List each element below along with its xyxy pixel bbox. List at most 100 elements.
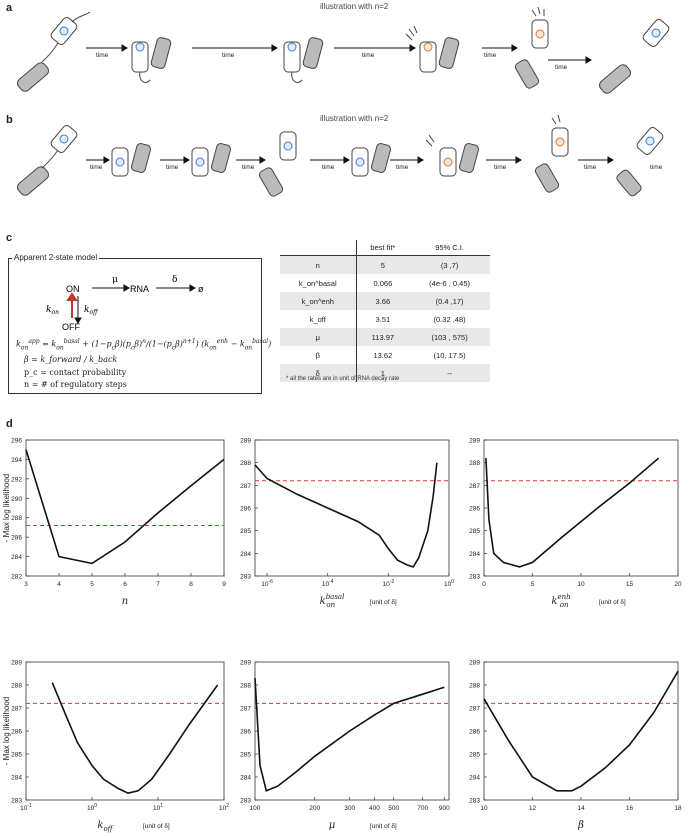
x-tick-label: 9 [222, 581, 226, 588]
y-tick-label: 283 [11, 798, 22, 805]
y-tick-label: 287 [469, 483, 480, 490]
x-axis-label: kenh on [551, 593, 570, 609]
y-tick-label: 283 [240, 798, 251, 805]
y-tick-label: 287 [240, 483, 251, 490]
pc-definition: p_c = contact probability [24, 368, 127, 377]
y-tick-label: 287 [469, 706, 480, 713]
x-tick-label: 3 [24, 581, 28, 588]
y-tick-label: 296 [11, 438, 22, 445]
y-tick-label: 284 [469, 551, 480, 558]
panel-letter-a: a [6, 2, 13, 14]
x-tick-label: 10-6 [261, 579, 273, 588]
y-tick-label: 289 [469, 660, 480, 667]
y-tick-label: 288 [240, 460, 251, 467]
table-row: n 5 (3 ,7) [280, 255, 490, 274]
state-on: ON [66, 284, 80, 294]
y-tick-label: 287 [240, 706, 251, 713]
time-label: time [96, 52, 109, 59]
time-label: time [484, 52, 497, 59]
state-off: OFF [62, 322, 80, 332]
plot-frame [483, 439, 679, 577]
panel-b-arrows [86, 156, 614, 164]
x-axis-unit: [unit of δ] [370, 823, 397, 830]
y-tick-label: 286 [469, 729, 480, 736]
time-label: time [650, 164, 663, 171]
table-row: β 13.62 (10, 17.5) [280, 346, 490, 364]
likelihood-curve [51, 682, 219, 794]
model-scheme: ON OFF RNA ø μ δ kon koff [46, 275, 204, 332]
x-tick-label: 10-2 [383, 579, 395, 588]
y-tick-label: 288 [469, 460, 480, 467]
y-tick-label: 284 [240, 551, 251, 558]
panel-b-title: illustration with n=2 [320, 114, 389, 123]
table-row: μ 113.97 (103 , 575) [280, 328, 490, 346]
x-tick-label: 0 [482, 581, 486, 588]
y-tick-label: 289 [240, 438, 251, 445]
x-tick-label: 101 [153, 803, 163, 812]
y-tick-label: 285 [469, 752, 480, 759]
y-tick-label: 284 [11, 554, 22, 561]
plot-frame [483, 661, 679, 801]
x-tick-label: 18 [674, 805, 682, 812]
y-tick-label: 290 [11, 496, 22, 503]
x-tick-label: 500 [388, 805, 399, 812]
plot-frame [25, 439, 225, 577]
y-tick-label: 285 [469, 528, 480, 535]
fit-table: best fit* 95% C.I. n 5 (3 ,7) k_on^basal 0.… [280, 240, 490, 382]
y-tick-label: 288 [469, 683, 480, 690]
state-empty: ø [198, 284, 204, 294]
panel-letter-d: d [6, 418, 13, 430]
x-tick-label: 14 [577, 805, 585, 812]
time-label: time [90, 164, 103, 171]
x-axis-unit: [unit of δ] [370, 599, 397, 606]
likelihood-curve [485, 457, 660, 568]
x-tick-label: 100 [444, 579, 454, 588]
panel-a-arrows [86, 44, 592, 64]
x-tick-label: 6 [123, 581, 127, 588]
panel-a-frame-6 [599, 19, 670, 94]
panel-a-frame-2 [131, 37, 172, 83]
table-footnote: * all the rates are in unit of RNA decay… [286, 376, 400, 382]
svg-text:koff: koff [84, 305, 99, 316]
time-label: time [166, 164, 179, 171]
panel-letter-b: b [6, 114, 13, 126]
x-axis-label: n [122, 596, 128, 607]
panel-a-illustration [17, 6, 670, 94]
time-label: time [494, 164, 507, 171]
y-tick-label: 289 [240, 660, 251, 667]
y-tick-label: 284 [11, 775, 22, 782]
y-tick-label: 282 [11, 574, 22, 581]
panel-b-frame-5 [351, 143, 391, 177]
panel-b-frame-7 [534, 114, 569, 193]
x-tick-label: 10 [480, 805, 488, 812]
time-label: time [242, 164, 255, 171]
y-tick-label: 294 [11, 457, 22, 464]
x-tick-label: 16 [626, 805, 634, 812]
y-tick-label: 286 [240, 729, 251, 736]
y-tick-label: 285 [240, 528, 251, 535]
x-axis-unit: [unit of δ] [599, 599, 626, 606]
panel-a-frame-4 [405, 25, 460, 73]
y-tick-label: 285 [240, 752, 251, 759]
time-label: time [362, 52, 375, 59]
y-tick-label: 284 [240, 775, 251, 782]
x-tick-label: 4 [57, 581, 61, 588]
table-header [280, 240, 357, 256]
panel-letter-c: c [6, 232, 13, 244]
table-row: k_off 3.51 (0.32 ,48) [280, 310, 490, 328]
x-tick-label: 300 [344, 805, 355, 812]
y-tick-label: 286 [469, 506, 480, 513]
panel-a-frame-1 [17, 11, 91, 92]
panel-b-frame-8 [616, 127, 664, 197]
likelihood-curve [25, 449, 225, 565]
x-tick-label: 15 [626, 581, 634, 588]
y-axis-label: - Max log likelihood [2, 697, 11, 765]
beta-definition: β = k_forward / k_back [24, 355, 118, 364]
y-tick-label: 288 [11, 683, 22, 690]
rate-delta: δ [172, 275, 177, 285]
y-tick-label: 286 [11, 535, 22, 542]
y-tick-label: 286 [240, 506, 251, 513]
y-tick-label: 289 [469, 438, 480, 445]
panel-a-title: illustration with n=2 [320, 2, 389, 11]
